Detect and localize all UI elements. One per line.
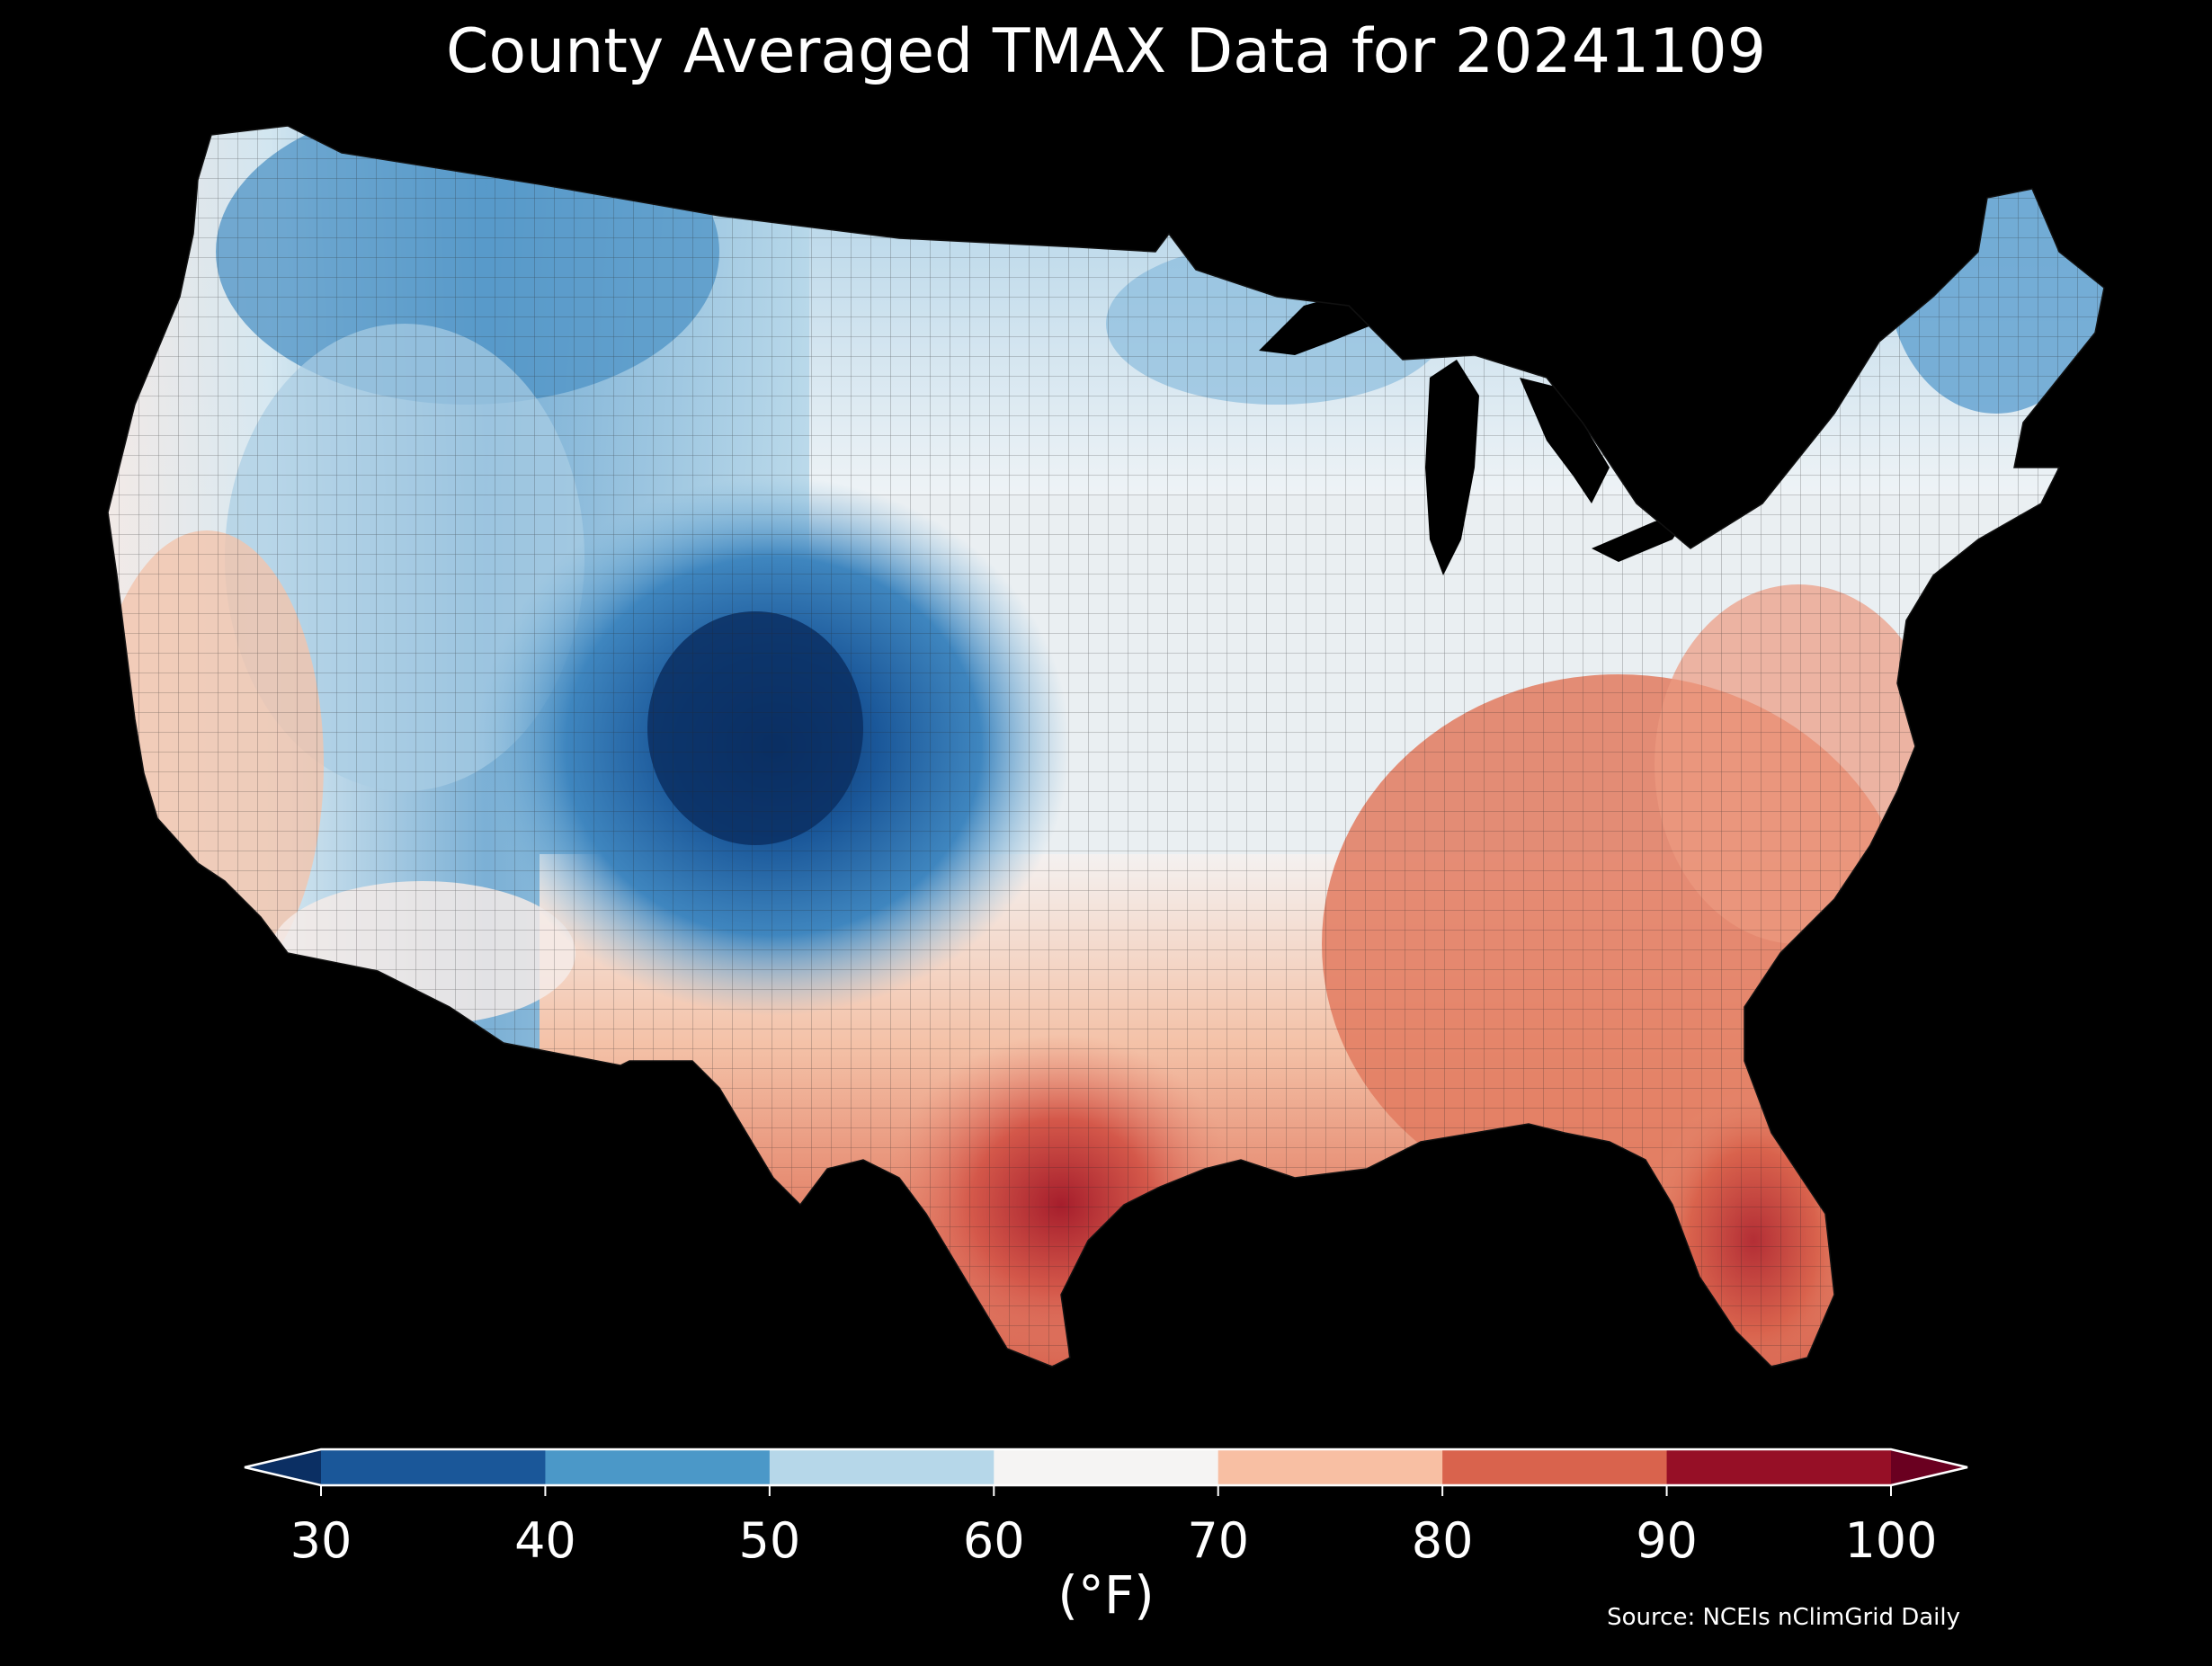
great-lakes	[1259, 288, 1762, 575]
colorbar-bin-30-40	[321, 1449, 546, 1485]
source-attribution: Source: NCEIs nClimGrid Daily	[1607, 1604, 1960, 1631]
colorbar-bin-90-100	[1666, 1449, 1892, 1485]
lake-michigan	[1425, 360, 1479, 575]
colorbar-tick-label-70: 70	[1187, 1512, 1250, 1569]
lake-superior	[1259, 288, 1403, 355]
colorbar-bins	[321, 1449, 1892, 1485]
lake-erie	[1592, 512, 1690, 562]
colorbar-tick-label-80: 80	[1411, 1512, 1474, 1569]
colorbar-tick-label-100: 100	[1844, 1512, 1938, 1569]
page-title: County Averaged TMAX Data for 20241109	[446, 16, 1766, 87]
colorbar-bin-70-80	[1217, 1449, 1443, 1485]
colorbar-under-arrow	[245, 1449, 321, 1485]
colorbar-tick-marks	[320, 1485, 1892, 1496]
colorbar-tick-label-40: 40	[514, 1512, 576, 1569]
colorbar-tick-label-50: 50	[738, 1512, 801, 1569]
colorbar-tick-label-30: 30	[290, 1512, 352, 1569]
colorbar-over-arrow	[1891, 1449, 1967, 1485]
colorbar-tick-label-90: 90	[1636, 1512, 1698, 1569]
colorbar-bin-80-90	[1442, 1449, 1668, 1485]
colorbar-tick-label-60: 60	[962, 1512, 1025, 1569]
colorbar-bin-50-60	[769, 1449, 995, 1485]
colorbar-bin-40-50	[545, 1449, 771, 1485]
colorbar-units-label: (°F)	[1057, 1564, 1155, 1626]
colorbar-bin-60-70	[994, 1449, 1219, 1485]
lake-huron	[1520, 378, 1610, 503]
lake-ontario	[1690, 477, 1762, 499]
